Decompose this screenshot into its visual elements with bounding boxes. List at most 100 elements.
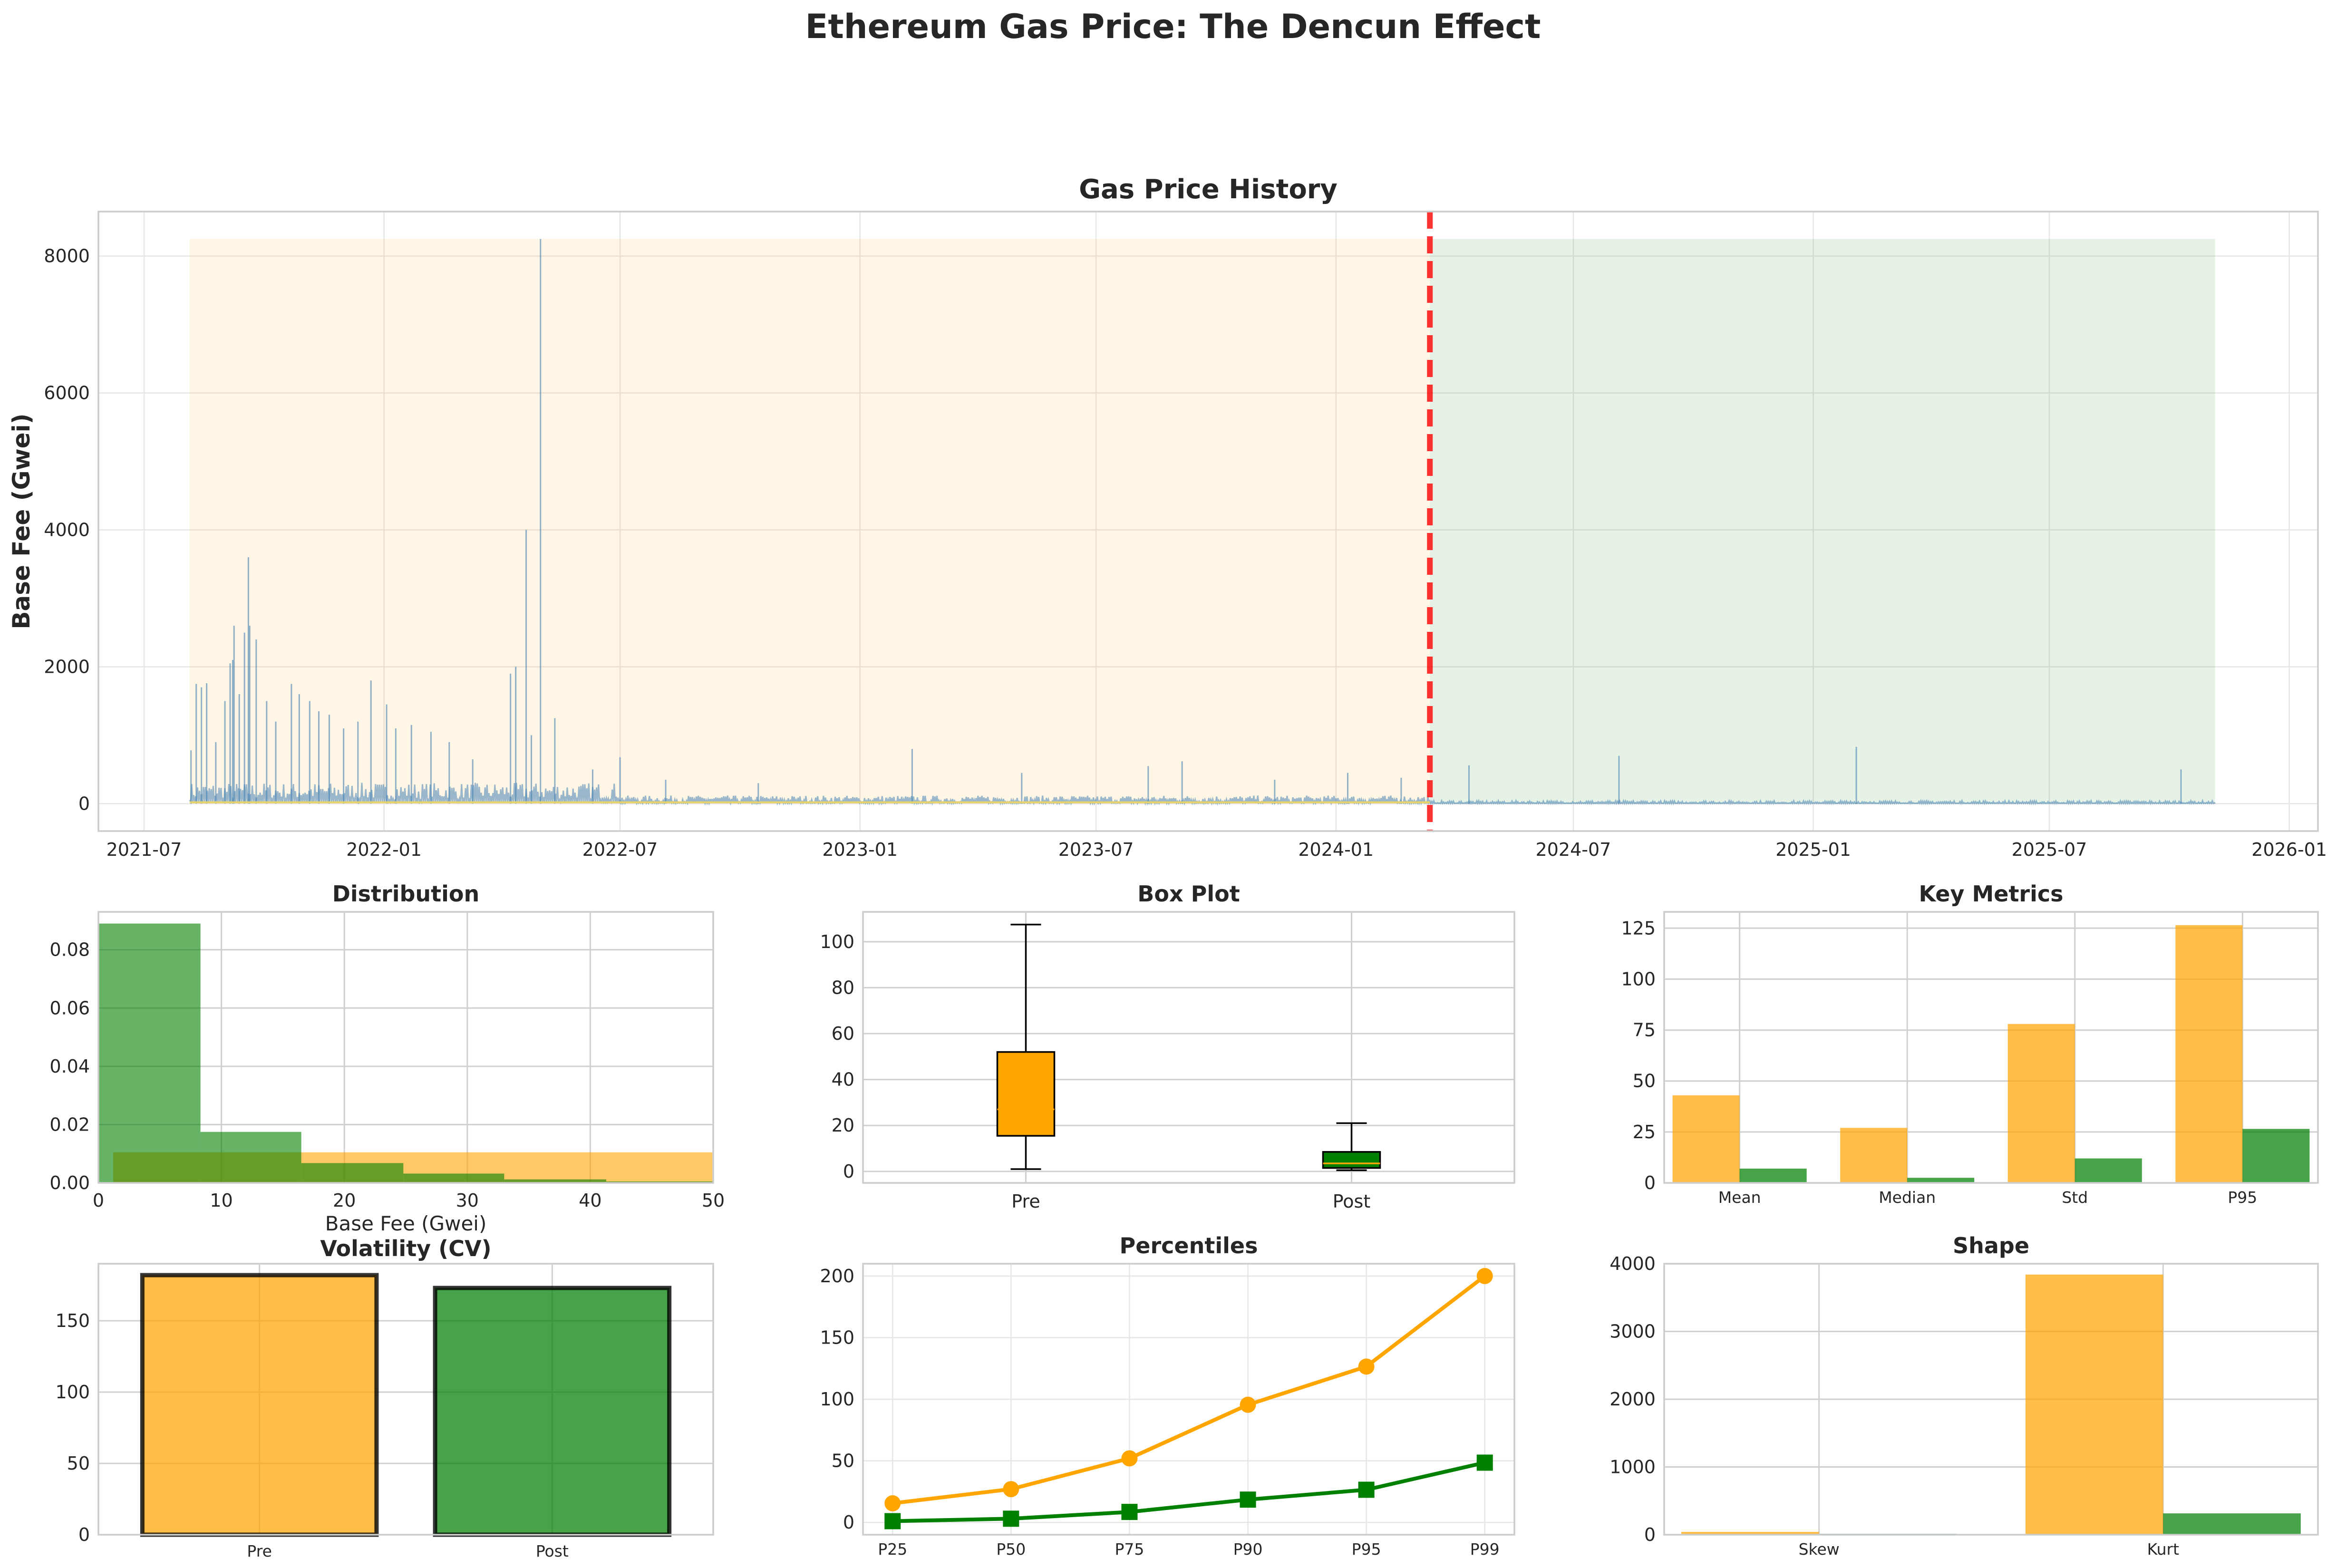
pre-percentile-point xyxy=(1121,1450,1138,1467)
y-tick-label: 50 xyxy=(67,1453,90,1474)
x-tick-label: Kurt xyxy=(2147,1540,2179,1558)
box-iqr xyxy=(1322,1151,1381,1169)
post-bar xyxy=(1739,1169,1807,1183)
y-tick-label: 3000 xyxy=(1609,1321,1656,1342)
y-axis-label: Base Fee (Gwei) xyxy=(8,413,35,629)
post-bar xyxy=(2242,1129,2310,1183)
pre-bar xyxy=(2007,1024,2075,1183)
pre-percentile-point xyxy=(1003,1481,1019,1498)
y-tick-label: 40 xyxy=(832,1069,854,1090)
post-percentile-point xyxy=(1121,1504,1138,1520)
y-tick-label: 200 xyxy=(820,1266,854,1287)
y-tick-label: 0.06 xyxy=(49,997,90,1018)
box-iqr xyxy=(996,1051,1056,1137)
y-tick-label: 6000 xyxy=(44,383,90,404)
post-dencun-region xyxy=(1430,239,2215,804)
x-tick-label: P99 xyxy=(1470,1540,1500,1558)
y-tick-label: 2000 xyxy=(1609,1389,1656,1410)
y-tick-label: 100 xyxy=(1621,968,1656,989)
axes-frame xyxy=(97,211,2319,832)
x-tick-label: 40 xyxy=(579,1190,601,1211)
post-percentile-point xyxy=(1476,1454,1493,1471)
x-tick-label: 2023-07 xyxy=(1058,839,1134,860)
x-tick-label: Mean xyxy=(1718,1188,1761,1207)
y-tick-label: 0 xyxy=(843,1512,854,1533)
panel-title: Box Plot xyxy=(1137,881,1240,907)
cv-bar xyxy=(140,1273,379,1537)
post-bar xyxy=(1907,1178,1975,1183)
panel-title: Shape xyxy=(1953,1233,2029,1258)
y-tick-label: 150 xyxy=(820,1327,854,1348)
pre-percentile-point xyxy=(1358,1358,1375,1375)
y-tick-label: 0.00 xyxy=(49,1172,90,1193)
y-tick-label: 100 xyxy=(55,1382,90,1403)
pre-percentile-point xyxy=(884,1495,901,1511)
x-tick-label: 2025-07 xyxy=(2012,839,2087,860)
pre-percentile-point xyxy=(1476,1268,1493,1284)
x-tick-label: 2022-07 xyxy=(582,839,658,860)
volatility-panel: 0 50 100 150 Pre Post Volatility (CV) xyxy=(55,1236,714,1560)
x-tick-label: P90 xyxy=(1233,1540,1263,1558)
y-tick-label: 0 xyxy=(78,1524,90,1545)
x-tick-label: 2023-01 xyxy=(822,839,898,860)
post-histogram-bar xyxy=(504,1179,607,1183)
x-tick-label: 2021-07 xyxy=(107,839,182,860)
post-bar xyxy=(2163,1513,2301,1535)
pre-bar xyxy=(2025,1274,2163,1535)
post-histogram-bar xyxy=(301,1163,404,1183)
pre-bar xyxy=(2175,925,2243,1183)
y-tick-label: 150 xyxy=(55,1310,90,1331)
x-tick-label: 20 xyxy=(333,1190,356,1211)
axes-frame xyxy=(1663,1263,2319,1536)
y-tick-label: 100 xyxy=(820,931,854,952)
post-bar xyxy=(2075,1158,2142,1183)
x-tick-label: 2025-01 xyxy=(1775,839,1851,860)
y-tick-label: 0 xyxy=(1644,1172,1656,1193)
x-tick-label: 0 xyxy=(93,1190,104,1211)
post-percentile-point xyxy=(1240,1491,1256,1508)
x-tick-label: Post xyxy=(536,1542,569,1560)
cv-bar xyxy=(433,1286,672,1537)
key-metrics-panel: 0 25 50 75 100 125 Mean Median Std P95 Key Metrics xyxy=(1621,881,2319,1207)
post-percentile-point xyxy=(1003,1510,1019,1527)
y-tick-label: 125 xyxy=(1621,918,1656,939)
y-tick-label: 0 xyxy=(1644,1524,1656,1545)
y-tick-label: 1000 xyxy=(1609,1457,1656,1478)
x-tick-label: Median xyxy=(1879,1188,1936,1207)
axes-frame xyxy=(862,1263,1515,1536)
axes-frame xyxy=(97,1263,714,1536)
x-tick-label: Pre xyxy=(247,1542,271,1560)
x-tick-label: 2024-07 xyxy=(1536,839,1611,860)
y-tick-label: 50 xyxy=(832,1451,854,1471)
gas-price-series xyxy=(189,783,2216,806)
x-tick-label: 2026-01 xyxy=(2251,839,2327,860)
distribution-panel: 0.00 0.02 0.04 0.06 0.08 0 10 20 30 40 50 Distribut… xyxy=(49,881,725,1235)
pre-bar xyxy=(1681,1532,1819,1535)
x-tick-label: P95 xyxy=(2228,1188,2257,1207)
y-tick-label: 50 xyxy=(1633,1071,1656,1092)
pre-percentile-point xyxy=(1240,1396,1256,1413)
axes-frame xyxy=(97,911,714,1184)
x-tick-label: Pre xyxy=(1011,1191,1040,1212)
panel-title: Volatility (CV) xyxy=(320,1236,491,1261)
x-tick-label: Skew xyxy=(1799,1540,1840,1558)
axes-frame xyxy=(862,911,1515,1184)
x-tick-label: P50 xyxy=(996,1540,1026,1558)
y-tick-label: 0 xyxy=(843,1161,854,1182)
x-tick-label: P25 xyxy=(878,1540,907,1558)
y-tick-label: 2000 xyxy=(44,656,90,677)
x-tick-label: 10 xyxy=(210,1190,233,1211)
post-percentile-point xyxy=(1358,1481,1375,1498)
x-tick-label: P95 xyxy=(1352,1540,1381,1558)
y-tick-label: 100 xyxy=(820,1389,854,1410)
y-tick-label: 25 xyxy=(1633,1122,1656,1142)
y-tick-label: 4000 xyxy=(1609,1253,1656,1274)
post-histogram-bar xyxy=(98,923,201,1183)
y-tick-label: 0.04 xyxy=(49,1056,90,1077)
pre-bar xyxy=(1840,1128,1908,1183)
pre-dencun-region xyxy=(189,239,1430,804)
y-tick-label: 0.08 xyxy=(49,939,90,960)
post-histogram-bar xyxy=(200,1132,301,1183)
panel-title: Distribution xyxy=(332,881,480,907)
